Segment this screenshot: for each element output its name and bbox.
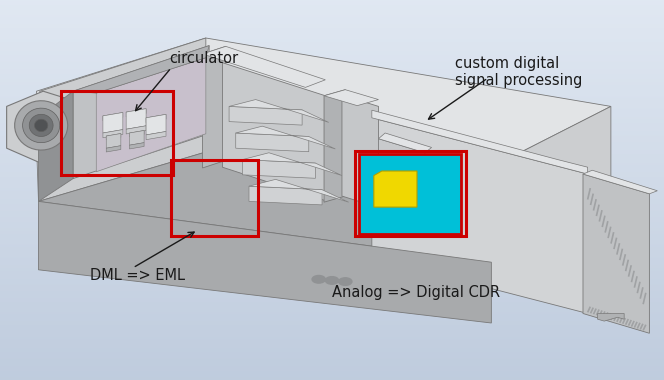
Polygon shape — [35, 119, 48, 131]
Polygon shape — [359, 154, 461, 234]
Polygon shape — [229, 106, 302, 125]
Circle shape — [339, 278, 352, 285]
Polygon shape — [146, 114, 166, 135]
Polygon shape — [146, 114, 166, 122]
Polygon shape — [324, 90, 378, 106]
Polygon shape — [39, 152, 611, 262]
Polygon shape — [242, 160, 315, 178]
Circle shape — [325, 277, 339, 284]
Polygon shape — [126, 109, 146, 129]
Polygon shape — [37, 38, 206, 201]
Polygon shape — [378, 139, 425, 204]
Polygon shape — [236, 133, 309, 152]
Polygon shape — [7, 91, 80, 164]
Polygon shape — [203, 46, 226, 168]
Polygon shape — [342, 95, 378, 207]
Text: Analog => Digital CDR: Analog => Digital CDR — [332, 285, 500, 300]
Polygon shape — [103, 112, 123, 133]
Polygon shape — [249, 186, 322, 205]
Polygon shape — [106, 146, 121, 152]
Polygon shape — [372, 110, 588, 174]
Polygon shape — [103, 130, 123, 138]
Polygon shape — [236, 126, 335, 149]
Polygon shape — [126, 109, 146, 117]
Polygon shape — [129, 130, 144, 137]
Polygon shape — [39, 91, 73, 201]
Polygon shape — [103, 112, 123, 121]
Polygon shape — [96, 58, 206, 172]
Polygon shape — [324, 90, 345, 202]
Bar — [171, 160, 258, 236]
Polygon shape — [129, 130, 144, 145]
Polygon shape — [378, 201, 390, 208]
Text: circulator: circulator — [169, 51, 238, 66]
Polygon shape — [39, 201, 491, 323]
Polygon shape — [382, 208, 394, 215]
Polygon shape — [29, 114, 53, 136]
Polygon shape — [15, 101, 68, 150]
Polygon shape — [374, 171, 417, 207]
Bar — [61, 91, 173, 175]
Polygon shape — [583, 170, 657, 194]
Circle shape — [312, 276, 325, 283]
Bar — [355, 151, 466, 236]
Polygon shape — [598, 314, 624, 321]
Polygon shape — [249, 179, 349, 202]
Polygon shape — [106, 133, 121, 140]
Polygon shape — [242, 153, 342, 176]
Polygon shape — [229, 100, 329, 122]
Polygon shape — [491, 106, 611, 262]
Polygon shape — [146, 131, 166, 139]
Polygon shape — [73, 46, 209, 179]
Polygon shape — [372, 118, 588, 313]
Polygon shape — [385, 215, 397, 222]
Polygon shape — [378, 133, 432, 153]
Text: custom digital
signal processing: custom digital signal processing — [455, 56, 582, 89]
Polygon shape — [126, 126, 146, 134]
Text: DML => EML: DML => EML — [90, 268, 185, 283]
Polygon shape — [23, 108, 60, 142]
Polygon shape — [222, 63, 325, 201]
Polygon shape — [73, 46, 209, 93]
Polygon shape — [129, 142, 144, 149]
Polygon shape — [106, 133, 121, 148]
Polygon shape — [583, 174, 649, 333]
Polygon shape — [37, 38, 611, 167]
Polygon shape — [203, 46, 325, 87]
